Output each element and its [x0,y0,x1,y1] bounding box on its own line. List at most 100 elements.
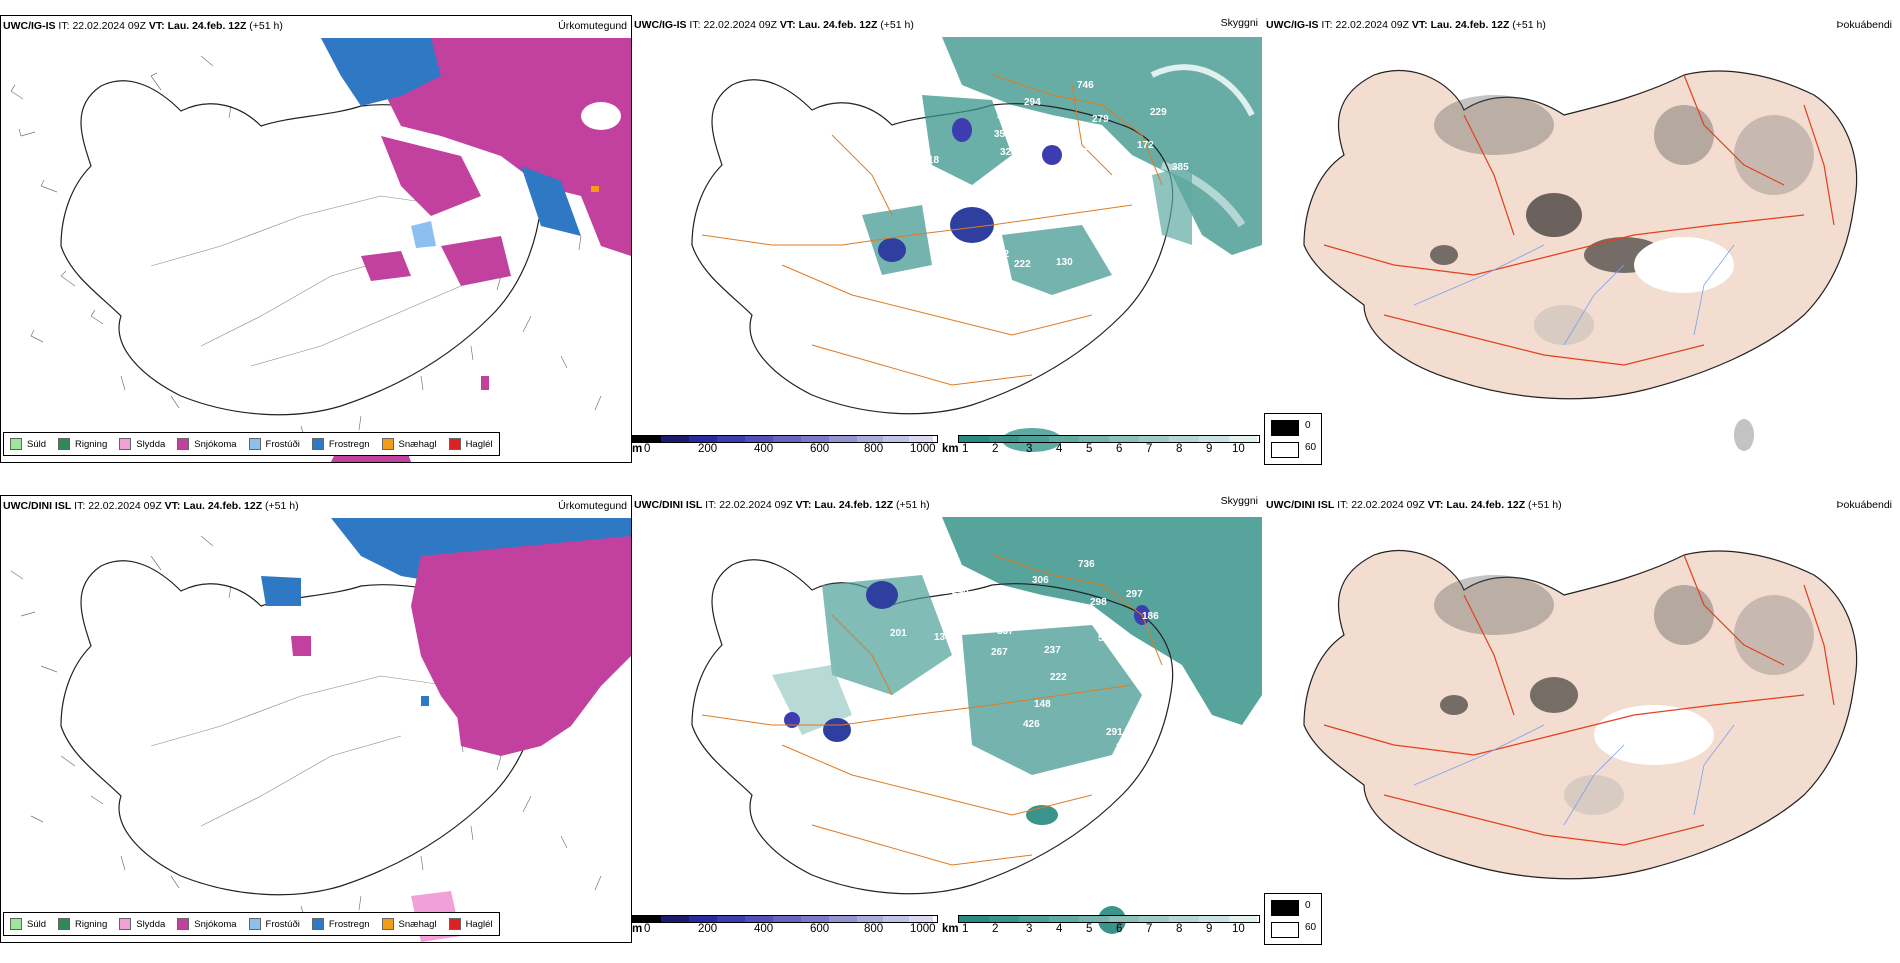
rivers [1413,724,1735,826]
legend-swatch [448,918,461,930]
rivers [1413,244,1735,346]
precip-areas [321,38,631,462]
colorbar-tick: 5 [1086,923,1093,935]
panel-title: Þokuábendi [1836,19,1892,31]
cloud-base-label: 228 [1110,239,1127,250]
legend-item-slydda: Slydda [119,918,165,930]
panel-title: Skyggni [1220,17,1258,29]
precip-areas [261,518,631,942]
cloud-base-label: 583 [1098,633,1115,644]
colorbar-tick: 400 [754,443,774,455]
cloud-visibility-panel-dini: 736 306 240 166 425 298 297 201 380 186 … [632,495,1322,963]
cloud-visibility-map: 736 306 240 166 425 298 297 201 380 186 … [691,517,1262,934]
legend-item-frostudi: Frostúði [248,918,300,930]
panel-header: UWC/IG-IS IT: 22.02.2024 09Z VT: Lau. 24… [634,19,914,31]
legend-label: Haglél [465,918,493,930]
iceland-coastline [691,79,1174,415]
cloud-base-label: 32 [1000,147,1012,158]
legend-swatch [381,438,394,450]
cloud-base-label: 147 [1058,189,1075,200]
precip-legend: Súld Rigning Slydda Snjókoma Frostúði Fr… [3,912,500,936]
fog-legend-label: 60 [1305,922,1317,933]
fog-legend-label: 60 [1305,442,1317,453]
cloud-base-label: 138 [894,719,911,730]
colorbar-tick: 2 [992,443,999,455]
fog-indicator-map [1303,69,1858,451]
road-network [701,554,1163,866]
cloud-base-label: 306 [1032,575,1049,586]
precip-type-panel-dini: UWC/DINI ISL IT: 22.02.2024 09Z VT: Lau.… [0,495,632,943]
colorbar-tick: 2 [992,923,999,935]
colorbar-tick: 6 [1116,443,1123,455]
road-network [701,74,1163,386]
cloud-visibility-panel-igis: 746 294 279 229 216 324 520 350 390 172 … [632,15,1322,483]
visibility-colorbar: km 1 2 3 4 5 6 7 8 9 10 [942,435,1260,457]
fog-shading [1434,575,1814,815]
legend-swatch [58,918,71,930]
legend-label: Frostúði [265,438,300,450]
panel-header: UWC/IG-IS IT: 22.02.2024 09Z VT: Lau. 24… [1266,19,1546,31]
legend-item-haglel: Haglél [448,918,493,930]
colorbar-tick: 400 [754,923,774,935]
colorbar-tick: 1000 [910,923,936,935]
cloud-base-label: 222 [1014,259,1031,270]
legend-swatch [311,438,324,450]
panel-header: UWC/DINI ISL IT: 22.02.2024 09Z VT: Lau.… [634,499,930,511]
legend-item-frostregn: Frostregn [311,438,370,450]
colorbar-tick: 800 [864,923,884,935]
colorbar-tick: 4 [1056,923,1063,935]
cloud-base-label: 291 [1106,727,1123,738]
cloud-base-label: 324 [1024,118,1041,129]
road-network [150,195,462,367]
legend-swatch [177,438,190,450]
cloud-base-label: 380 [1050,613,1067,624]
legend-item-suld: Súld [10,438,46,450]
colorbar-gradient [632,915,938,923]
cloud-base-label: 18 [928,155,940,166]
wind-barbs [10,535,602,931]
colorbar-unit: km [942,443,959,455]
cloud-base-label: 294 [1024,97,1041,108]
legend-label: Haglél [465,438,493,450]
cloud-base-label: 148 [1034,699,1051,710]
cloud-base-label: 41 [944,715,956,726]
legend-swatch [448,438,461,450]
fog-indicator-panel-dini: UWC/DINI ISL IT: 22.02.2024 09Z VT: Lau.… [1264,495,1900,963]
colorbar-tick: 200 [698,923,718,935]
colorbar-tick: 8 [1176,923,1183,935]
cloud-base-label: 128 [1118,261,1135,272]
colorbar-gradient [958,915,1260,923]
colorbar-tick: 800 [864,443,884,455]
cloud-visibility-map: 746 294 279 229 216 324 520 350 390 172 … [691,37,1262,452]
cloud-base-label: 130 [1056,257,1073,268]
colorbar-tick: 1 [962,443,969,455]
visibility-colorbar: km 1 2 3 4 5 6 7 8 9 10 [942,915,1260,937]
cloud-base-label: 426 [1023,719,1040,730]
legend-swatch [381,918,394,930]
cloud-base-label: 117 [1042,207,1059,218]
legend-item-snjokoma: Snjókoma [177,438,237,450]
cloud-base-label: 72 [998,249,1010,260]
precip-type-panel-igis: UWC/IG-IS IT: 22.02.2024 09Z VT: Lau. 24… [0,15,632,463]
legend-item-snaehagl: Snæhagl [381,918,437,930]
legend-label: Frostregn [328,438,370,450]
cloud-base-label: 95 [858,242,870,253]
colorbar-unit: km [942,923,959,935]
legend-label: Slydda [136,438,166,450]
panel-header: UWC/IG-IS IT: 22.02.2024 09Z VT: Lau. 24… [3,20,283,32]
colorbar-tick: 0 [644,443,651,455]
colorbar-tick: 600 [810,923,830,935]
legend-swatch [248,438,261,450]
colorbar-tick: 600 [810,443,830,455]
colorbar-unit: m [632,923,643,935]
legend-item-slydda: Slydda [119,438,165,450]
cloud-base-label: 122 [1058,817,1075,828]
cloud-areas [772,575,1150,934]
colorbar-tick: 200 [698,443,718,455]
cloud-base-label: 337 [997,626,1014,637]
cloud-base-labels: 736 306 240 166 425 298 297 201 380 186 … [872,559,1159,828]
fog-legend: 0 60 [1264,413,1322,465]
cloud-base-label: 279 [1092,114,1109,125]
legend-swatch [10,438,22,450]
road-network [1323,554,1835,846]
